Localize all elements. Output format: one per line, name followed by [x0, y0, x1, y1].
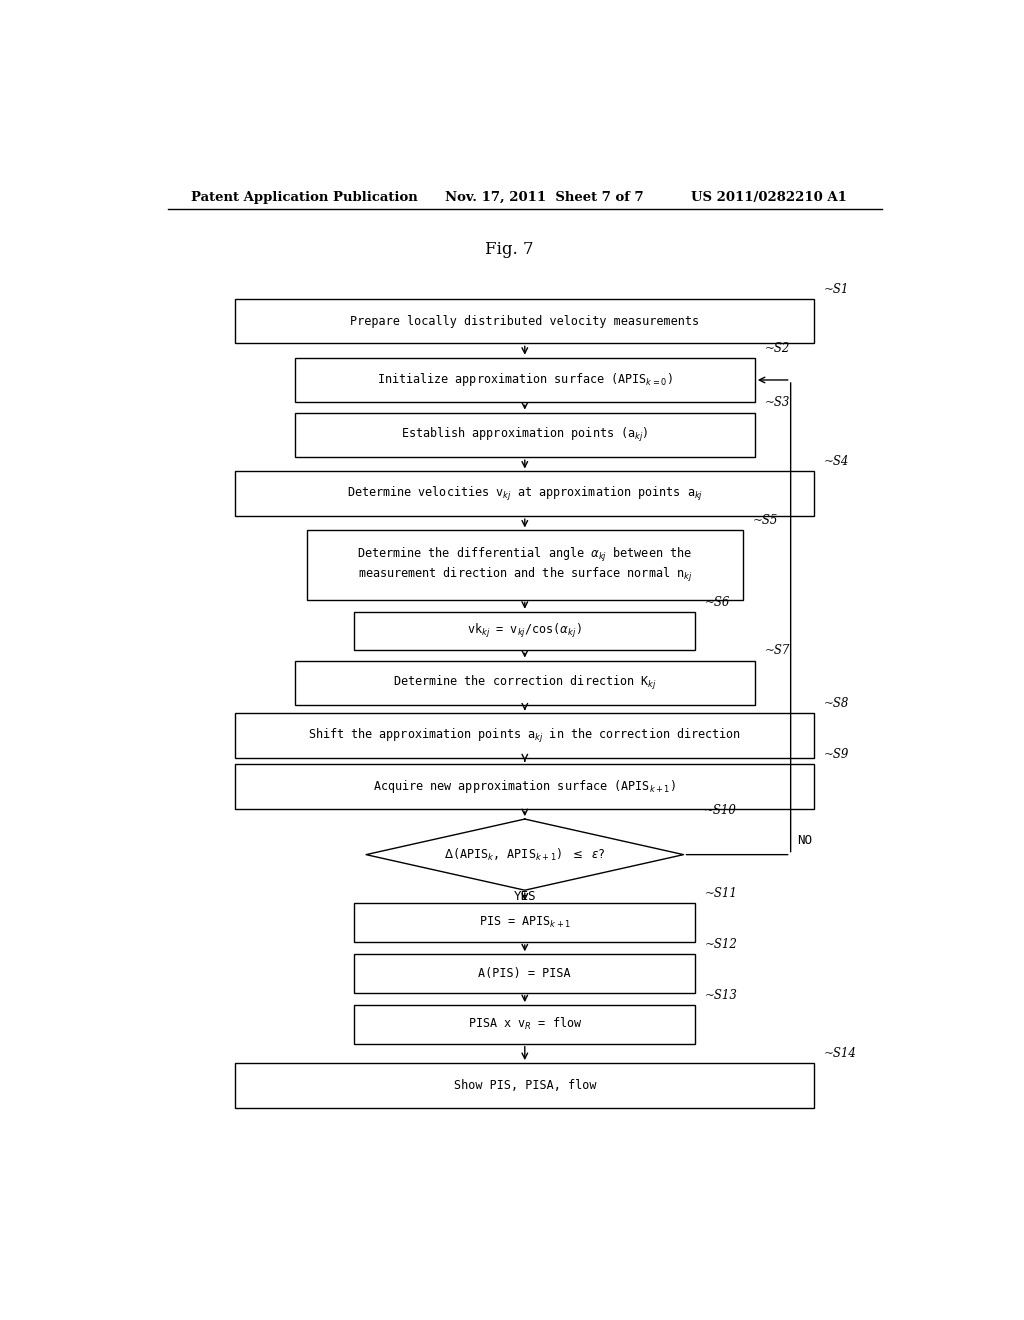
FancyBboxPatch shape: [306, 531, 743, 599]
FancyBboxPatch shape: [354, 903, 695, 942]
Text: $\Delta$(APIS$_k$, APIS$_{k+1}$) $\leq$ $\varepsilon$?: $\Delta$(APIS$_k$, APIS$_{k+1}$) $\leq$ …: [444, 846, 605, 863]
Text: PIS = APIS$_{k+1}$: PIS = APIS$_{k+1}$: [478, 915, 571, 931]
Text: Patent Application Publication: Patent Application Publication: [191, 190, 418, 203]
Text: ~S11: ~S11: [705, 887, 738, 900]
Text: ~S4: ~S4: [824, 455, 849, 469]
FancyBboxPatch shape: [295, 660, 755, 705]
Text: ~S8: ~S8: [824, 697, 849, 710]
FancyBboxPatch shape: [295, 358, 755, 403]
Text: ~S12: ~S12: [705, 939, 738, 952]
Text: Show PIS, PISA, flow: Show PIS, PISA, flow: [454, 1078, 596, 1092]
FancyBboxPatch shape: [236, 1063, 814, 1107]
FancyBboxPatch shape: [236, 471, 814, 516]
Text: ~S9: ~S9: [824, 748, 849, 762]
Text: YES: YES: [514, 890, 536, 903]
Text: Prepare locally distributed velocity measurements: Prepare locally distributed velocity mea…: [350, 314, 699, 327]
Text: NO: NO: [797, 833, 812, 846]
Text: Fig. 7: Fig. 7: [485, 242, 534, 259]
Text: Shift the approximation points a$_{kj}$ in the correction direction: Shift the approximation points a$_{kj}$ …: [308, 727, 741, 744]
Text: Establish approximation points (a$_{kj}$): Establish approximation points (a$_{kj}$…: [401, 426, 648, 444]
Text: ~S7: ~S7: [765, 644, 790, 657]
FancyBboxPatch shape: [236, 713, 814, 758]
Polygon shape: [367, 818, 684, 890]
Text: A(PIS) = PISA: A(PIS) = PISA: [478, 968, 571, 979]
FancyBboxPatch shape: [354, 611, 695, 651]
FancyBboxPatch shape: [354, 1005, 695, 1044]
Text: Determine the differential angle $\alpha_{kj}$ between the
measurement direction: Determine the differential angle $\alpha…: [357, 545, 692, 585]
FancyBboxPatch shape: [295, 412, 755, 457]
Text: ~S14: ~S14: [824, 1047, 857, 1060]
Text: ~S13: ~S13: [705, 989, 738, 1002]
Text: ~S5: ~S5: [753, 515, 778, 528]
Text: ~S3: ~S3: [765, 396, 790, 409]
FancyBboxPatch shape: [354, 954, 695, 993]
Text: ~S1: ~S1: [824, 282, 849, 296]
FancyBboxPatch shape: [236, 764, 814, 809]
Text: Determine the correction direction K$_{kj}$: Determine the correction direction K$_{k…: [393, 675, 656, 692]
FancyBboxPatch shape: [236, 298, 814, 343]
Text: Acquire new approximation surface (APIS$_{k+1}$): Acquire new approximation surface (APIS$…: [374, 777, 676, 795]
Text: ~S2: ~S2: [765, 342, 790, 355]
Text: Nov. 17, 2011  Sheet 7 of 7: Nov. 17, 2011 Sheet 7 of 7: [445, 190, 644, 203]
Text: ~S6: ~S6: [705, 595, 730, 609]
Text: ~S10: ~S10: [703, 804, 736, 817]
Text: vk$_{kj}$ = v$_{kj}$/cos($\alpha_{kj}$): vk$_{kj}$ = v$_{kj}$/cos($\alpha_{kj}$): [468, 622, 582, 640]
Text: PISA x v$_R$ = flow: PISA x v$_R$ = flow: [468, 1016, 582, 1032]
Text: Determine velocities v$_{kj}$ at approximation points a$_{kj}$: Determine velocities v$_{kj}$ at approxi…: [347, 484, 702, 503]
Text: US 2011/0282210 A1: US 2011/0282210 A1: [691, 190, 847, 203]
Text: Initialize approximation surface (APIS$_{k=0}$): Initialize approximation surface (APIS$_…: [377, 371, 673, 388]
